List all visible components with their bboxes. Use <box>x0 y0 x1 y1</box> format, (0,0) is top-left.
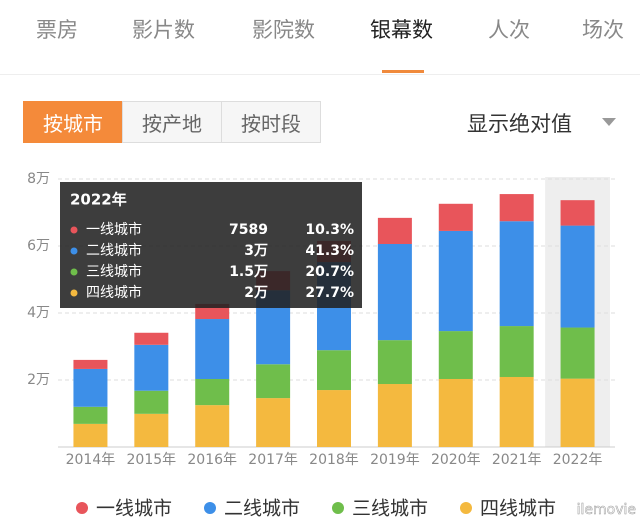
tooltip-value: 1.5万 <box>229 264 268 280</box>
tooltip-value: 7589 <box>229 222 268 238</box>
tooltip-bg <box>60 182 362 308</box>
bar-segment <box>499 194 534 222</box>
bar-segment <box>560 378 595 447</box>
bar-segment <box>560 327 595 379</box>
legend-dot <box>204 502 216 514</box>
tab-underline <box>382 70 424 73</box>
filter-button[interactable]: 按时段 <box>221 101 321 143</box>
bar-segment <box>560 200 595 226</box>
legend-dot <box>460 502 472 514</box>
bar-segment <box>134 413 169 447</box>
tooltip-dot <box>70 268 78 276</box>
x-tick-label: 2015年 <box>127 452 177 468</box>
bar-segment <box>195 378 230 406</box>
x-tick-label: 2014年 <box>66 452 116 468</box>
tooltip-title: 2022年 <box>70 191 127 209</box>
tab[interactable]: 银幕数 <box>370 18 433 42</box>
legend-dot <box>332 502 344 514</box>
tooltip-name: 二线城市 <box>86 242 142 259</box>
x-tick-label: 2019年 <box>370 452 420 468</box>
tooltip-dot <box>70 289 78 297</box>
bar-segment <box>499 376 534 447</box>
bar-segment <box>377 384 412 447</box>
tooltip-share: 27.7% <box>305 285 354 301</box>
tooltip-name: 一线城市 <box>86 221 142 238</box>
tab[interactable]: 场次 <box>582 18 624 42</box>
tooltip-value: 3万 <box>244 243 268 259</box>
bar-segment <box>317 390 351 447</box>
legend-dot <box>76 502 88 514</box>
y-tick-label: 4万 <box>27 305 50 321</box>
tooltip-name: 三线城市 <box>86 263 142 280</box>
tab-bar: 票房 影片数 影院数 银幕数 人次 场次 <box>0 0 640 75</box>
bar-segment <box>377 340 412 385</box>
bar-segment <box>438 230 473 332</box>
filter-button[interactable]: 按产地 <box>122 101 222 143</box>
bar-segment <box>499 221 534 327</box>
tab[interactable]: 人次 <box>488 18 530 42</box>
legend-label: 三线城市 <box>352 498 428 520</box>
bar-segment <box>438 331 473 379</box>
tooltip-share: 10.3% <box>305 222 354 238</box>
legend-label: 四线城市 <box>480 498 556 520</box>
x-tick-label: 2021年 <box>492 452 542 468</box>
tab[interactable]: 票房 <box>36 18 78 42</box>
tooltip-value: 2万 <box>244 285 268 301</box>
bar-segment <box>256 364 291 399</box>
bar-segment <box>195 319 230 379</box>
watermark: ilemovie <box>577 502 636 518</box>
tooltip-share: 41.3% <box>305 243 354 259</box>
filter-group: 按城市 按产地 按时段 <box>23 101 321 143</box>
bar-segment <box>317 350 351 391</box>
x-tick-label: 2018年 <box>309 452 359 468</box>
x-tick-label: 2017年 <box>248 452 298 468</box>
bar-segment <box>134 344 169 391</box>
bar-segment <box>560 225 595 328</box>
bar-segment <box>195 405 230 447</box>
tooltip-share: 20.7% <box>305 264 354 280</box>
bar-segment <box>73 368 108 407</box>
bar-segment <box>438 378 473 447</box>
y-tick-label: 6万 <box>27 238 50 254</box>
bar-segment <box>438 203 473 231</box>
dropdown[interactable]: 显示绝对值 <box>467 112 572 136</box>
bar-segment <box>134 390 169 414</box>
bar-segment <box>499 326 534 377</box>
x-tick-label: 2020年 <box>431 452 481 468</box>
tooltip-dot <box>70 247 78 255</box>
bar-segment <box>73 406 108 424</box>
bar-segment <box>73 359 108 369</box>
tooltip-name: 四线城市 <box>86 284 142 301</box>
bar-segment <box>377 217 412 244</box>
bar-segment <box>134 332 169 345</box>
tab[interactable]: 影院数 <box>252 18 315 42</box>
bar-segment <box>73 423 108 447</box>
tab[interactable]: 影片数 <box>132 18 195 42</box>
x-tick-label: 2016年 <box>187 452 237 468</box>
y-tick-label: 8万 <box>27 171 50 187</box>
y-tick-label: 2万 <box>27 372 50 388</box>
x-tick-label: 2022年 <box>553 452 603 468</box>
bar-segment <box>377 243 412 341</box>
tooltip-dot <box>70 226 78 234</box>
legend-label: 二线城市 <box>224 498 300 520</box>
filter-button[interactable]: 按城市 <box>23 101 123 143</box>
legend-label: 一线城市 <box>96 498 172 520</box>
dropdown-arrow[interactable] <box>602 118 616 126</box>
bar-segment <box>256 398 291 447</box>
